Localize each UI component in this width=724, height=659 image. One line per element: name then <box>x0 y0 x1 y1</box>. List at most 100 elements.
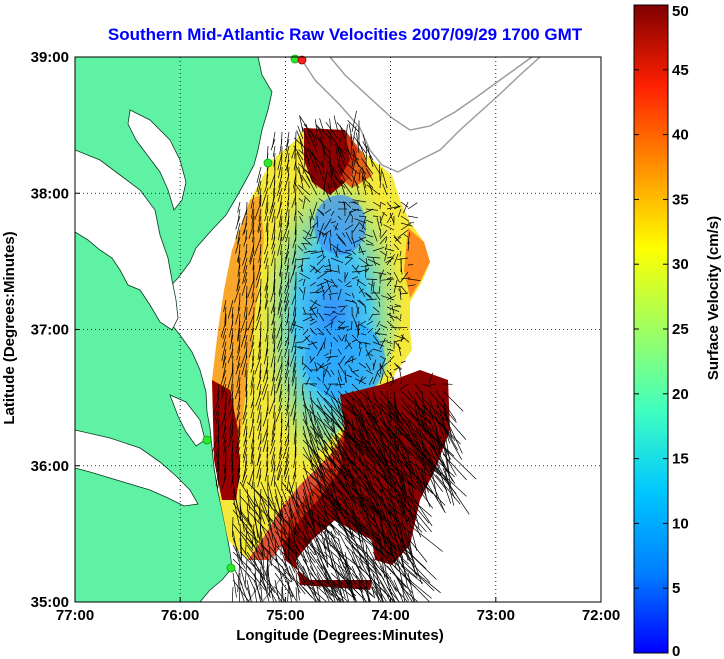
velocity-arrow <box>284 250 290 265</box>
velocity-arrow <box>240 313 248 333</box>
velocity-arrow <box>256 404 262 423</box>
velocity-arrow <box>358 474 384 501</box>
velocity-arrow <box>236 474 241 488</box>
velocity-arrow <box>365 439 393 478</box>
velocity-arrow <box>330 572 357 596</box>
velocity-arrow <box>264 299 269 310</box>
velocity-arrow <box>428 372 433 385</box>
velocity-arrow <box>372 229 378 242</box>
velocity-arrow <box>348 365 353 371</box>
velocity-arrow <box>269 173 276 189</box>
velocity-arrow <box>351 236 356 248</box>
velocity-arrow <box>358 341 371 345</box>
velocity-arrow <box>379 168 382 189</box>
velocity-arrow <box>372 425 400 452</box>
velocity-arrow <box>309 208 314 221</box>
velocity-arrow <box>372 372 378 385</box>
velocity-arrow <box>279 383 283 399</box>
velocity-arrow <box>421 390 427 419</box>
velocity-arrow <box>351 495 384 521</box>
velocity-arrow <box>400 334 410 343</box>
velocity-arrow <box>245 425 248 442</box>
velocity-arrow <box>286 355 290 367</box>
velocity-arrow <box>336 146 346 168</box>
velocity-arrow <box>235 362 241 375</box>
velocity-arrow <box>266 166 269 181</box>
velocity-arrow <box>288 481 300 515</box>
velocity-arrow <box>323 176 326 196</box>
velocity-arrow <box>400 411 421 433</box>
velocity-arrow <box>247 278 255 298</box>
velocity-arrow <box>271 243 276 255</box>
velocity-arrow <box>372 537 397 560</box>
velocity-arrow <box>421 446 455 478</box>
colorbar-label: Surface Velocity (cm/s) <box>705 216 722 380</box>
velocity-arrow <box>275 362 283 382</box>
velocity-arrow <box>351 404 364 444</box>
velocity-arrow <box>344 516 368 536</box>
velocity-arrow <box>323 586 342 602</box>
velocity-arrow <box>277 467 283 481</box>
colorbar-tick-label: 10 <box>672 515 689 532</box>
velocity-arrow <box>372 334 380 344</box>
velocity-arrow <box>386 586 400 602</box>
velocity-arrow <box>372 404 389 433</box>
velocity-arrow <box>309 432 325 473</box>
velocity-arrow <box>365 267 370 273</box>
velocity-arrow <box>288 565 301 594</box>
velocity-arrow <box>407 397 434 420</box>
velocity-arrow <box>386 271 392 276</box>
velocity-arrow <box>316 481 341 513</box>
velocity-arrow <box>326 281 332 294</box>
velocity-arrow <box>273 271 276 292</box>
velocity-arrow <box>330 243 341 251</box>
velocity-arrow <box>368 155 381 175</box>
velocity-arrow <box>407 215 418 219</box>
velocity-arrow <box>380 364 388 378</box>
velocity-arrow <box>270 285 276 303</box>
velocity-arrow <box>323 432 344 456</box>
velocity-arrow <box>372 313 381 315</box>
velocity-arrow <box>263 250 269 264</box>
velocity-arrow <box>328 292 339 295</box>
velocity-arrow <box>316 474 328 516</box>
velocity-arrow <box>250 362 255 373</box>
velocity-arrow <box>260 586 263 602</box>
velocity-arrow <box>285 418 290 431</box>
velocity-arrow <box>316 586 321 602</box>
velocity-arrow <box>358 397 375 426</box>
velocity-arrow <box>391 305 395 315</box>
velocity-arrow <box>294 341 297 355</box>
velocity-arrow <box>295 558 310 582</box>
velocity-arrow <box>246 509 270 534</box>
velocity-arrow <box>335 147 339 161</box>
velocity-arrow <box>426 383 437 386</box>
velocity-arrow <box>372 257 377 266</box>
velocity-arrow <box>345 256 353 259</box>
velocity-arrow <box>365 349 373 357</box>
velocity-arrow <box>278 208 283 228</box>
velocity-arrow <box>368 376 374 386</box>
velocity-arrow <box>351 411 374 441</box>
velocity-arrow <box>356 279 367 287</box>
velocity-arrow <box>231 516 234 538</box>
velocity-arrow <box>267 481 274 505</box>
velocity-arrow <box>442 453 467 481</box>
velocity-arrow <box>386 474 407 508</box>
velocity-arrow <box>358 236 365 243</box>
velocity-arrow <box>365 572 390 597</box>
velocity-arrow <box>358 460 381 482</box>
velocity-arrow <box>346 374 353 378</box>
velocity-arrow <box>303 170 311 182</box>
velocity-arrow <box>302 362 313 373</box>
velocity-arrow <box>267 516 282 533</box>
velocity-arrow <box>386 313 398 319</box>
velocity-arrow <box>255 390 262 407</box>
velocity-arrow <box>341 180 353 196</box>
velocity-arrow <box>322 160 325 175</box>
velocity-arrow <box>358 342 361 350</box>
velocity-arrow <box>393 439 408 467</box>
velocity-arrow <box>301 174 311 189</box>
velocity-arrow <box>309 268 315 273</box>
velocity-arrow <box>373 291 381 301</box>
